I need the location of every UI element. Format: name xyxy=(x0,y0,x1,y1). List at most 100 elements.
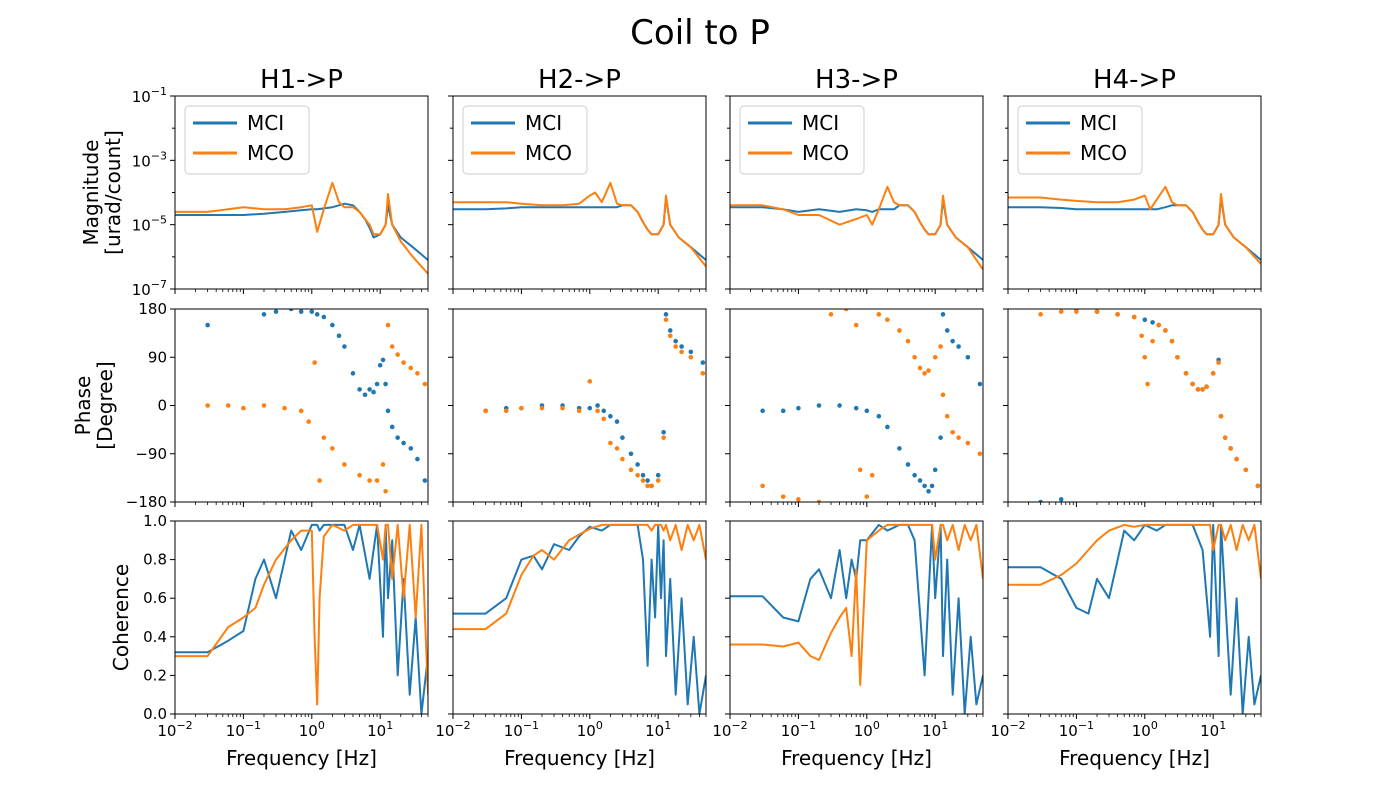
y-axis-label: [urad/count] xyxy=(101,130,125,255)
data-point xyxy=(1222,435,1228,440)
data-point xyxy=(395,352,400,357)
data-point xyxy=(342,344,347,349)
data-point xyxy=(869,472,875,478)
legend-label: MCO xyxy=(802,141,849,165)
y-ticks: 0.0 0.2 0.4 0.6 0.8 1.0 xyxy=(143,512,175,723)
data-point xyxy=(1210,371,1216,376)
series-line-mci xyxy=(730,523,983,714)
y-tick-label: 10−5 xyxy=(132,214,167,235)
legend-label: MCO xyxy=(525,141,572,165)
plot-area xyxy=(730,185,983,271)
data-point xyxy=(317,478,322,483)
x-ticks xyxy=(174,289,429,294)
data-point xyxy=(917,478,923,483)
data-point xyxy=(760,408,765,414)
data-point xyxy=(483,408,488,414)
data-point xyxy=(700,360,706,365)
data-point xyxy=(780,408,786,414)
data-point xyxy=(587,379,593,384)
data-point xyxy=(944,328,950,333)
data-point xyxy=(897,446,902,451)
data-point xyxy=(357,472,362,478)
axes-frame xyxy=(729,308,984,503)
axes-frame xyxy=(452,308,707,503)
axes-frame xyxy=(174,95,429,290)
x-tick-label: 100 xyxy=(299,719,325,740)
series-mci xyxy=(1038,309,1261,502)
data-point xyxy=(261,403,267,408)
series-mco xyxy=(1038,309,1261,489)
data-point xyxy=(1150,338,1155,344)
panel-phase-2 xyxy=(448,308,707,507)
data-point xyxy=(1228,446,1233,451)
x-tick-label: 10−2 xyxy=(435,719,470,740)
legend-label: MCI xyxy=(247,111,284,135)
data-point xyxy=(309,309,315,314)
x-tick-label: 100 xyxy=(1132,719,1158,740)
axes-frame xyxy=(729,520,984,715)
figure-title: Coil to P xyxy=(630,13,770,53)
series-line-mco xyxy=(175,523,428,706)
data-point xyxy=(932,467,938,473)
panel-title: H3->P xyxy=(815,65,898,95)
panel-phase-3 xyxy=(725,308,984,507)
y-tick-label: 10−1 xyxy=(132,85,167,106)
x-ticks: 10−2 10−1 100 101 xyxy=(435,714,707,740)
data-point xyxy=(408,446,414,451)
data-point xyxy=(608,413,613,419)
axes-frame xyxy=(1007,95,1262,290)
x-tick-label: 101 xyxy=(922,719,948,740)
data-point xyxy=(225,403,231,408)
data-point xyxy=(608,440,613,446)
data-point xyxy=(940,392,946,398)
data-point xyxy=(350,371,356,376)
data-point xyxy=(673,344,678,349)
data-point xyxy=(828,312,834,317)
data-point xyxy=(640,478,646,483)
y-ticks xyxy=(448,520,453,715)
y-tick-label: 0.0 xyxy=(143,705,167,723)
data-point xyxy=(595,403,600,408)
panel-grid: H1->P10−710−510−310−1MCIMCOH2->PMCIMCOH3… xyxy=(126,65,1262,770)
series-line-mci xyxy=(175,523,428,714)
data-point xyxy=(977,381,983,387)
data-point xyxy=(965,354,971,360)
data-point xyxy=(857,467,863,473)
data-point xyxy=(1204,384,1209,390)
data-point xyxy=(385,408,391,414)
y-ticks: 10−7 10−5 10−3 10−1 xyxy=(132,85,175,299)
x-ticks xyxy=(174,502,429,507)
data-point xyxy=(342,462,347,467)
data-point xyxy=(1038,499,1043,502)
x-ticks xyxy=(729,289,984,294)
data-point xyxy=(408,365,414,371)
x-axis-label: Frequency [Hz] xyxy=(781,746,932,770)
data-point xyxy=(205,403,210,408)
data-point xyxy=(422,478,428,483)
x-ticks xyxy=(1007,289,1262,294)
data-point xyxy=(205,322,210,328)
data-point xyxy=(288,309,294,312)
panel-magnitude-4: H4->P MCI MCO xyxy=(1003,65,1262,294)
panel-magnitude-2: H2->P MCI MCO xyxy=(448,65,707,294)
legend: MCI MCO xyxy=(1017,105,1143,175)
data-point xyxy=(383,381,388,387)
y-axis-label: Magnitude xyxy=(79,140,103,246)
data-point xyxy=(635,462,640,467)
data-point xyxy=(876,312,882,317)
data-point xyxy=(932,354,938,360)
data-point xyxy=(298,408,304,414)
data-point xyxy=(905,338,911,344)
data-point xyxy=(661,430,666,435)
x-ticks: 10−2 10−1 100 101 xyxy=(990,714,1262,740)
plot-area xyxy=(1008,523,1261,714)
data-point xyxy=(539,405,545,411)
data-point xyxy=(1190,381,1195,387)
data-point xyxy=(816,499,822,502)
data-point xyxy=(415,456,420,462)
y-ticks xyxy=(448,95,453,290)
axes-frame xyxy=(729,95,984,290)
data-point xyxy=(595,408,600,414)
x-axis-label: Frequency [Hz] xyxy=(1059,746,1210,770)
legend: MCI MCO xyxy=(184,105,310,175)
